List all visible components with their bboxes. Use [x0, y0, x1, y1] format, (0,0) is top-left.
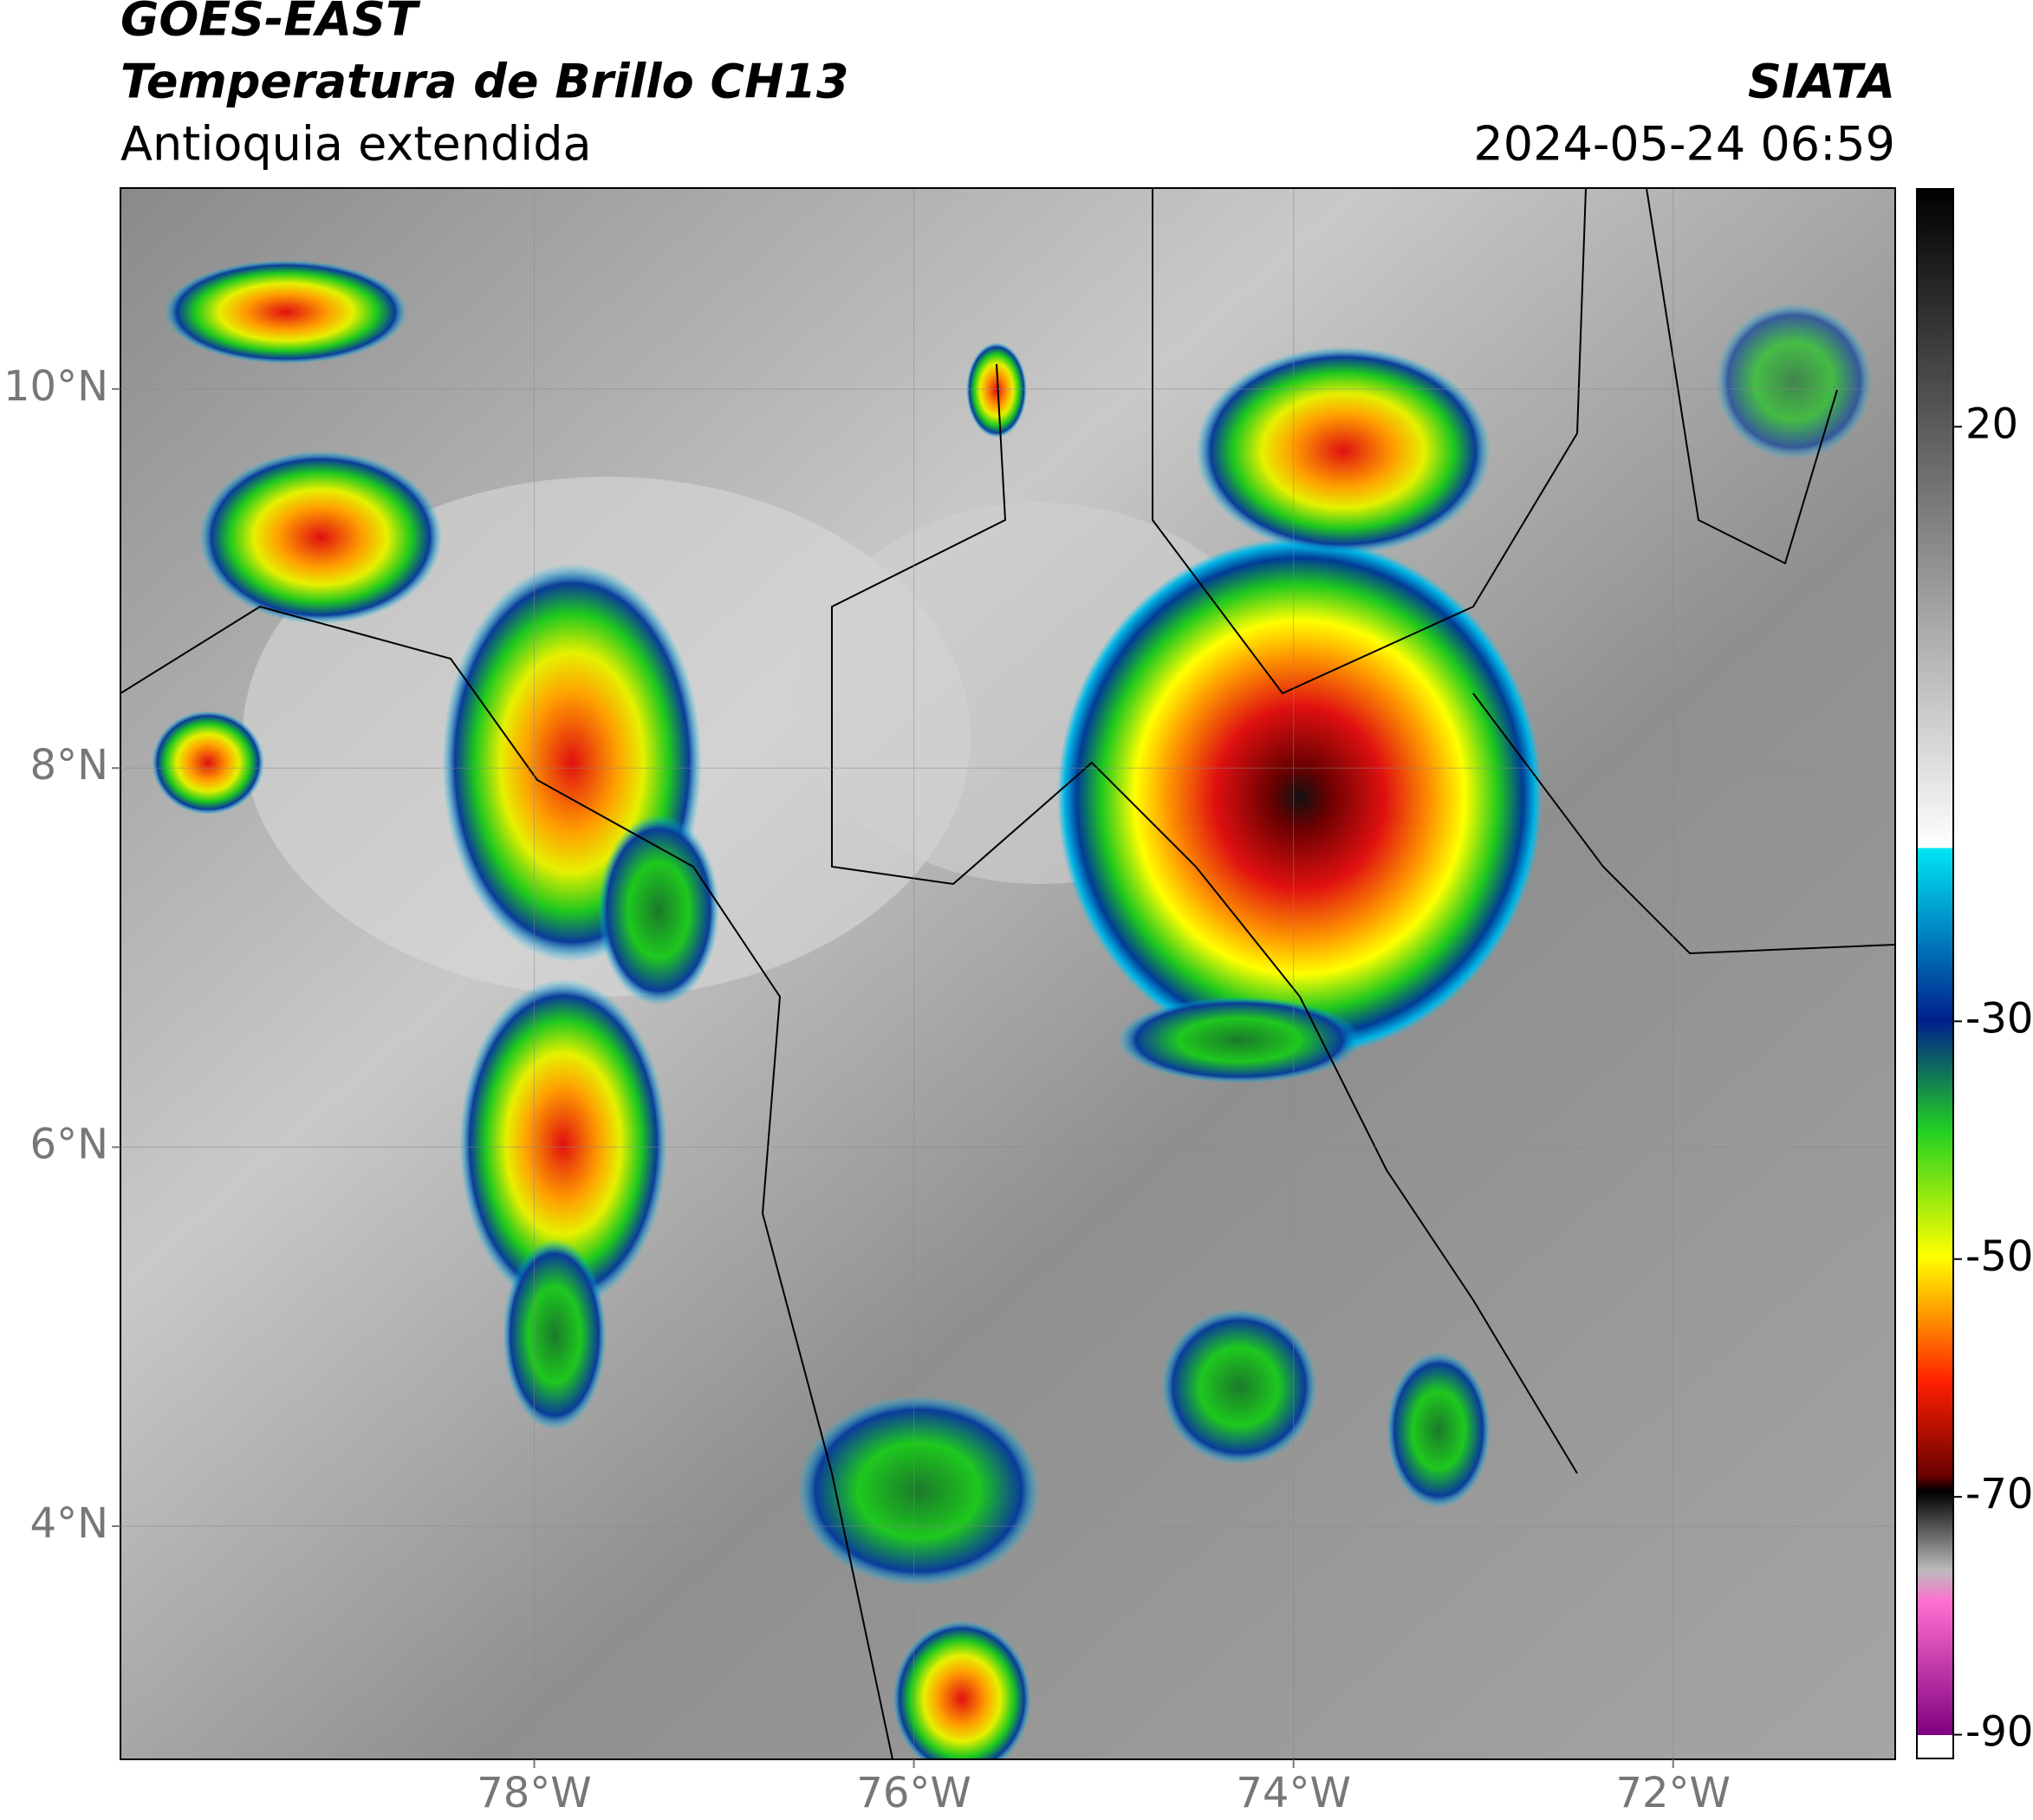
colorbar — [1916, 188, 1954, 1759]
x-tick-label: 76°W — [856, 1769, 971, 1817]
x-tick-label: 74°W — [1236, 1769, 1351, 1817]
colorbar-tick-label: -30 — [1965, 994, 2033, 1043]
map-frame — [120, 187, 1896, 1760]
colorbar-tick-label: -50 — [1965, 1232, 2033, 1281]
x-tick-label: 78°W — [477, 1769, 592, 1817]
colorbar-tick-label: -90 — [1965, 1708, 2033, 1757]
datetime: 2024-05-24 06:59 — [1473, 117, 1895, 172]
y-tick-label: 4°N — [30, 1499, 108, 1548]
y-tick-label: 10°N — [3, 362, 108, 411]
source: SIATA — [1748, 55, 1895, 109]
region: Antioquia extendida — [120, 117, 592, 172]
grid — [120, 188, 1895, 1759]
x-tick-label: 72°W — [1615, 1769, 1731, 1817]
y-tick-label: 8°N — [30, 741, 108, 790]
y-tick-label: 6°N — [30, 1121, 108, 1169]
title: GOES-EAST — [120, 0, 421, 47]
colorbar-tick-label: -70 — [1965, 1470, 2033, 1518]
subtitle: Temperatura de Brillo CH13 — [120, 55, 849, 109]
colorbar-tick-label: 20 — [1965, 400, 2018, 448]
satellite-image — [120, 188, 1895, 1759]
